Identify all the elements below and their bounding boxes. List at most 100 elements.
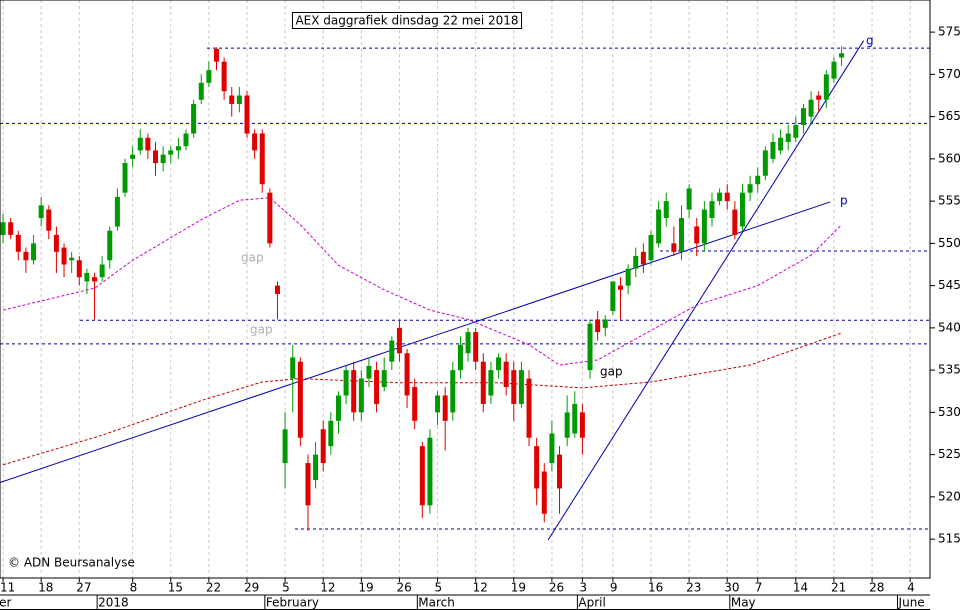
candle-body <box>671 243 677 252</box>
candle-body <box>778 137 784 151</box>
candle-body <box>587 323 593 371</box>
candle-body <box>839 53 845 58</box>
candle-body <box>328 420 334 447</box>
candle-body <box>496 357 502 371</box>
candle-body <box>213 49 219 62</box>
candle-body <box>76 260 82 278</box>
x-tick-label: 28 <box>869 581 884 595</box>
candle-body <box>153 150 159 164</box>
y-tick-label: 530 <box>938 405 961 419</box>
y-tick-label: 535 <box>938 363 961 377</box>
candle-body <box>236 95 242 104</box>
candle-body <box>374 370 380 404</box>
candle-body <box>488 370 494 396</box>
candle-body <box>351 370 357 413</box>
candle-body <box>678 218 684 252</box>
candle-body <box>686 188 692 210</box>
candle-body <box>816 95 822 100</box>
annotation: gap <box>600 365 623 379</box>
candle-body <box>557 454 563 489</box>
candle-body <box>518 370 524 404</box>
candle-body <box>23 251 29 261</box>
candle-body <box>419 446 425 506</box>
candle-body <box>732 209 738 235</box>
x-tick-label: 12 <box>473 581 488 595</box>
candle-body <box>572 403 578 434</box>
y-tick-label: 565 <box>938 109 961 123</box>
credit: © ADN Beursanalyse <box>8 556 135 570</box>
month-label: June <box>898 596 925 610</box>
candle-body <box>53 234 59 252</box>
y-tick-label: 525 <box>938 447 961 461</box>
x-tick-label: 3 <box>579 581 587 595</box>
candle-body <box>61 247 67 265</box>
candle-body <box>709 201 715 219</box>
candle-body <box>694 226 700 244</box>
candle-layer <box>0 46 845 531</box>
candle-body <box>335 395 341 421</box>
candle-body <box>717 192 723 202</box>
candle-body <box>640 251 646 265</box>
candle-body <box>785 133 791 142</box>
candle-body <box>747 184 753 193</box>
x-tick-label: 16 <box>648 581 663 595</box>
x-tick-label: 11 <box>0 581 15 595</box>
candle-body <box>198 82 204 100</box>
candle-body <box>343 370 349 396</box>
candle-body <box>412 387 418 421</box>
x-tick-label: 22 <box>206 581 221 595</box>
x-tick-label: 19 <box>511 581 526 595</box>
candle-body <box>770 141 776 159</box>
month-label: February <box>266 596 319 610</box>
x-tick-label: 14 <box>793 581 808 595</box>
x-tick-label: 4 <box>907 581 915 595</box>
x-tick-label: 5 <box>435 581 443 595</box>
overlay-layer <box>0 40 930 541</box>
candle-body <box>663 201 669 219</box>
x-tick-label: 8 <box>130 581 138 595</box>
candle-body <box>358 378 364 413</box>
candle-body <box>396 327 402 354</box>
candle-body <box>145 137 151 151</box>
candle-body <box>99 264 105 278</box>
y-tick-label: 575 <box>938 25 961 39</box>
candle-body <box>595 319 601 333</box>
candle-body <box>191 103 197 134</box>
candle-body <box>541 471 547 514</box>
plot-frame <box>0 0 931 579</box>
candle-body <box>31 243 37 261</box>
candle-body <box>122 163 128 193</box>
candle-body <box>313 454 319 480</box>
candle-body <box>755 175 761 185</box>
candle-body <box>724 192 730 202</box>
month-label: 2018 <box>98 596 129 610</box>
candle-body <box>526 378 532 438</box>
candle-body <box>8 222 14 235</box>
candle-body <box>739 192 745 227</box>
candle-body <box>480 361 486 404</box>
candle-body <box>625 268 631 286</box>
x-tick-label: 7 <box>755 581 763 595</box>
candle-body <box>503 361 509 388</box>
candle-body <box>450 370 456 413</box>
x-tick-label: 30 <box>724 581 739 595</box>
candle-body <box>427 437 433 506</box>
candle-body <box>69 257 75 261</box>
candle-body <box>168 150 174 155</box>
x-tick-label: 12 <box>320 581 335 595</box>
x-tick-label: 26 <box>396 581 411 595</box>
candle-body <box>175 146 181 151</box>
candle-body <box>534 446 540 489</box>
candle-body <box>800 108 806 126</box>
candle-body <box>305 463 311 506</box>
y-tick-label: 520 <box>938 489 961 503</box>
chart-title: AEX daggrafiek dinsdag 22 mei 2018 <box>295 14 518 28</box>
x-tick-label: 21 <box>831 581 846 595</box>
candle-body <box>15 234 21 252</box>
candle-body <box>183 133 189 147</box>
candle-body <box>244 95 250 134</box>
moving-average <box>2 332 842 466</box>
x-tick-label: 5 <box>282 581 290 595</box>
